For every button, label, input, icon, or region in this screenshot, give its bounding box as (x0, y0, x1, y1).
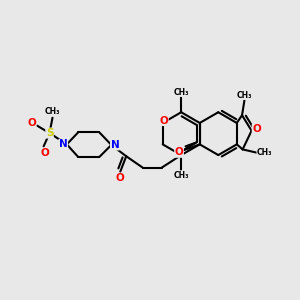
Text: O: O (27, 118, 36, 128)
Text: O: O (41, 148, 50, 158)
Text: N: N (59, 140, 68, 149)
Text: CH₃: CH₃ (173, 88, 189, 97)
Text: O: O (115, 173, 124, 183)
Text: O: O (160, 116, 168, 126)
Text: N: N (111, 140, 119, 150)
Text: S: S (46, 128, 53, 138)
Text: CH₃: CH₃ (237, 91, 252, 100)
Text: O: O (175, 147, 183, 157)
Text: CH₃: CH₃ (173, 171, 189, 180)
Text: O: O (252, 124, 261, 134)
Text: CH₃: CH₃ (257, 148, 272, 158)
Text: CH₃: CH₃ (45, 107, 60, 116)
